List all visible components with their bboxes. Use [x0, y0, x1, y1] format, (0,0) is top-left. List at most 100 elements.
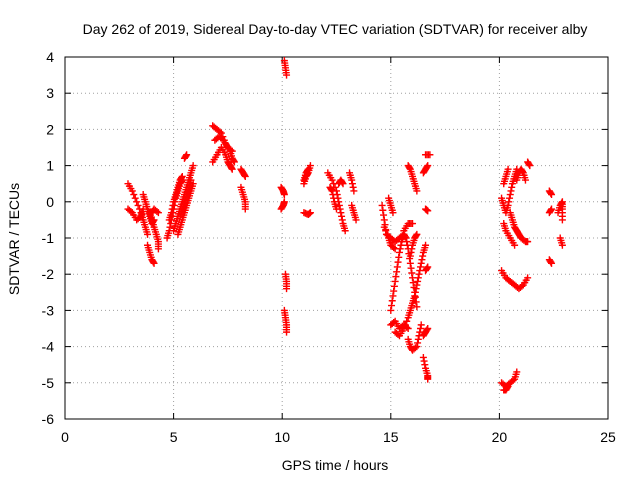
data-point-marker: [144, 230, 152, 238]
x-axis-label: GPS time / hours: [282, 457, 389, 473]
data-point-marker: [228, 147, 236, 155]
data-point-marker: [420, 357, 428, 365]
data-point-marker: [304, 166, 312, 174]
data-point-marker: [327, 186, 335, 194]
data-point-marker: [306, 162, 314, 170]
data-point-marker: [511, 241, 519, 249]
y-tick-label: 0: [46, 194, 54, 210]
data-point-marker: [416, 263, 424, 271]
data-point-marker: [283, 328, 291, 336]
data-point-marker: [504, 165, 512, 173]
data-point-marker: [168, 205, 176, 213]
grid-lines: [65, 57, 608, 419]
data-point-marker: [387, 306, 395, 314]
data-point-marker: [526, 162, 534, 170]
data-point-marker: [306, 209, 314, 217]
data-point-marker: [217, 129, 225, 137]
x-tick-label: 10: [274, 429, 290, 445]
data-point-marker: [412, 232, 420, 240]
data-point-marker: [424, 207, 432, 215]
data-point-marker: [390, 287, 398, 295]
data-point-marker: [411, 344, 419, 352]
data-point-marker: [378, 201, 386, 209]
data-point-marker: [422, 241, 430, 249]
data-point-marker: [227, 146, 235, 154]
data-point-marker: [329, 191, 337, 199]
data-point-marker: [183, 151, 191, 159]
data-point-marker: [328, 187, 336, 195]
data-point-marker: [134, 201, 142, 209]
data-point-marker: [328, 176, 336, 184]
data-point-marker: [413, 230, 421, 238]
data-point-marker: [407, 248, 415, 256]
y-tick-label: -5: [42, 375, 55, 391]
data-point-marker: [216, 128, 224, 136]
y-tick-label: -4: [42, 339, 55, 355]
data-point-marker: [414, 339, 422, 347]
data-point-marker: [413, 187, 421, 195]
data-point-marker: [505, 198, 513, 206]
data-point-marker: [304, 165, 312, 173]
data-point-marker: [548, 205, 556, 213]
data-point-marker: [409, 279, 417, 287]
data-point-marker: [426, 151, 434, 159]
y-tick-label: -3: [42, 302, 55, 318]
data-point-marker: [395, 248, 403, 256]
data-point-marker: [182, 152, 190, 160]
data-point-marker: [407, 264, 415, 272]
data-point-marker: [513, 368, 521, 376]
data-point-marker: [338, 216, 346, 224]
data-point-marker: [349, 183, 357, 191]
data-point-marker: [241, 205, 249, 213]
data-point-marker: [335, 201, 343, 209]
x-tick-label: 5: [170, 429, 178, 445]
x-tick-label: 0: [61, 429, 69, 445]
data-point-marker: [283, 285, 291, 293]
data-point-marker: [424, 162, 432, 170]
data-point-marker: [128, 187, 136, 195]
data-point-marker: [241, 172, 249, 180]
data-point-marker: [350, 187, 358, 195]
data-point-marker: [558, 216, 566, 224]
data-point-marker: [352, 216, 360, 224]
y-tick-label: 2: [46, 121, 54, 137]
data-point-marker: [508, 183, 516, 191]
data-point-marker: [348, 176, 356, 184]
data-point-marker: [408, 245, 416, 253]
data-point-marker: [230, 157, 238, 165]
data-point-marker: [409, 220, 417, 228]
data-point-marker: [396, 245, 404, 253]
data-point-marker: [380, 211, 388, 219]
data-point-marker: [380, 216, 388, 224]
data-point-marker: [547, 206, 555, 214]
data-point-marker: [390, 282, 398, 290]
x-tick-label: 20: [492, 429, 508, 445]
data-point-marker: [558, 241, 566, 249]
data-point-marker: [394, 258, 402, 266]
data-point-marker: [393, 263, 401, 271]
data-point-marker: [415, 270, 423, 278]
data-point-marker: [241, 171, 249, 179]
data-point-marker: [412, 285, 420, 293]
data-point-marker: [280, 198, 288, 206]
data-point-marker: [189, 162, 197, 170]
data-point-marker: [423, 163, 431, 171]
data-point-marker: [403, 238, 411, 246]
data-point-marker: [136, 213, 144, 221]
data-point-marker: [389, 292, 397, 300]
data-point-marker: [169, 201, 177, 209]
data-point-marker: [339, 180, 347, 188]
data-point-marker: [178, 172, 186, 180]
data-point-marker: [389, 209, 397, 217]
plot-frame: [64, 56, 609, 420]
data-point-marker: [403, 317, 411, 325]
chart-title: Day 262 of 2019, Sidereal Day-to-day VTE…: [83, 21, 588, 37]
data-point-marker: [390, 244, 398, 252]
data-point-marker: [395, 253, 403, 261]
data-point-marker: [506, 194, 514, 202]
data-point-marker: [558, 199, 566, 207]
data-point-marker: [131, 194, 139, 202]
data-point-marker: [167, 209, 175, 217]
data-point-marker: [230, 158, 238, 166]
